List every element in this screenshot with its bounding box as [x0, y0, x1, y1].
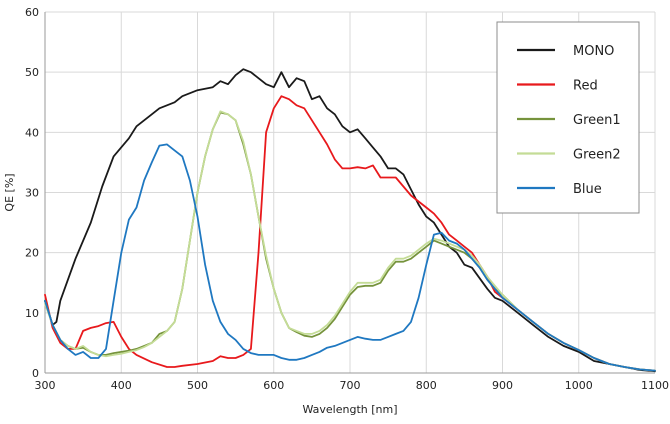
y-tick-label: 50 — [25, 66, 39, 79]
y-tick-label: 60 — [25, 6, 39, 19]
legend-label-blue: Blue — [573, 182, 602, 197]
axes: 300 400 500 600 700 800 900 1000 1100 0 10 20 30 40 50… — [25, 6, 669, 392]
x-tick-label: 800 — [416, 379, 437, 392]
x-tick-label: 900 — [492, 379, 513, 392]
x-tick-label: 400 — [111, 379, 132, 392]
x-tick-label: 1000 — [565, 379, 593, 392]
legend-label-green1: Green1 — [573, 113, 621, 128]
legend-box — [496, 21, 640, 214]
legend-label-mono: MONO — [573, 44, 614, 59]
y-tick-label: 30 — [25, 187, 39, 200]
y-tick-label: 0 — [32, 367, 39, 380]
y-tick-label: 20 — [25, 247, 39, 260]
legend-label-red: Red — [573, 79, 598, 94]
x-tick-label: 500 — [187, 379, 208, 392]
x-axis-title: Wavelength [nm] — [302, 403, 397, 416]
x-tick-label: 700 — [340, 379, 361, 392]
legend: MONO Red Green1 Green2 Blue — [496, 21, 640, 214]
series-line-mono — [44, 68, 656, 373]
legend-label-green2: Green2 — [573, 148, 621, 163]
x-tick-label: 300 — [35, 379, 56, 392]
y-tick-label: 10 — [25, 307, 39, 320]
series-line-blue — [44, 143, 656, 372]
series-line-red — [44, 95, 656, 372]
y-tick-label: 40 — [25, 126, 39, 139]
series-line-green2 — [44, 110, 656, 372]
x-tick-label: 600 — [263, 379, 284, 392]
series-lines — [44, 68, 656, 373]
y-axis-title: QE [%] — [3, 173, 16, 211]
x-tick-label: 1100 — [641, 379, 669, 392]
